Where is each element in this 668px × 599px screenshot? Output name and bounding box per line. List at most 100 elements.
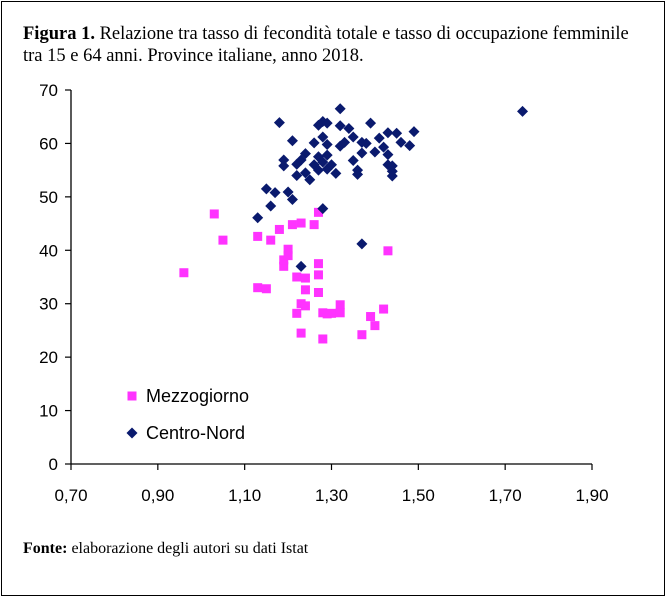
- data-point-mezzogiorno: [366, 312, 376, 322]
- y-tick-label: 0: [49, 455, 58, 474]
- x-tick-label: 0,90: [141, 486, 174, 505]
- data-point-centro-nord: [265, 200, 277, 212]
- data-point-mezzogiorno: [209, 209, 219, 219]
- data-point-centro-nord: [252, 212, 264, 224]
- legend-label: Centro-Nord: [146, 423, 245, 443]
- data-point-centro-nord: [269, 187, 281, 199]
- legend-label: Mezzogiorno: [146, 386, 249, 406]
- y-tick-label: 40: [39, 241, 58, 260]
- data-point-centro-nord: [352, 168, 364, 180]
- data-point-centro-nord: [365, 117, 377, 129]
- y-tick-label: 10: [39, 402, 58, 421]
- caption-text: Relazione tra tasso di fecondità totale …: [23, 24, 629, 66]
- data-point-centro-nord: [339, 136, 351, 148]
- data-point-centro-nord: [317, 156, 329, 168]
- data-point-centro-nord: [404, 140, 416, 152]
- data-point-mezzogiorno: [370, 321, 380, 331]
- data-point-centro-nord: [317, 131, 329, 143]
- data-point-mezzogiorno: [253, 231, 263, 241]
- figure-source: Fonte: elaborazione degli autori su dati…: [23, 540, 308, 558]
- data-point-mezzogiorno: [357, 330, 367, 340]
- data-point-centro-nord: [382, 149, 394, 161]
- data-point-mezzogiorno: [179, 268, 189, 278]
- data-point-centro-nord: [334, 120, 346, 132]
- data-point-mezzogiorno: [296, 328, 306, 338]
- data-point-centro-nord: [356, 238, 368, 250]
- data-point-mezzogiorno: [313, 287, 323, 297]
- chart-legend: Mezzogiorno Centro-Nord: [126, 386, 249, 443]
- data-point-mezzogiorno: [253, 283, 263, 293]
- data-point-centro-nord: [330, 167, 342, 179]
- data-point-mezzogiorno: [283, 251, 293, 261]
- data-point-centro-nord: [286, 194, 298, 206]
- data-point-centro-nord: [373, 132, 385, 144]
- y-tick-label: 70: [39, 81, 58, 100]
- data-point-centro-nord: [278, 154, 290, 166]
- data-point-mezzogiorno: [300, 273, 310, 283]
- data-point-mezzogiorno: [379, 304, 389, 314]
- x-tick-label: 0,70: [54, 486, 87, 505]
- y-tick-label: 50: [39, 188, 58, 207]
- x-tick-label: 1,50: [402, 486, 435, 505]
- data-point-centro-nord: [517, 105, 529, 117]
- legend-marker-centro-nord: [126, 427, 138, 439]
- data-point-centro-nord: [382, 127, 394, 139]
- figure-caption: Figura 1. Relazione tra tasso di fecondi…: [23, 23, 643, 67]
- data-point-centro-nord: [321, 117, 333, 129]
- data-point-centro-nord: [360, 137, 372, 149]
- data-point-mezzogiorno: [292, 308, 302, 318]
- data-point-centro-nord: [291, 169, 303, 181]
- data-point-centro-nord: [356, 147, 368, 159]
- data-point-mezzogiorno: [279, 261, 289, 271]
- data-point-centro-nord: [334, 103, 346, 115]
- data-point-mezzogiorno: [300, 301, 310, 311]
- data-point-centro-nord: [369, 146, 381, 158]
- data-point-centro-nord: [321, 149, 333, 161]
- data-point-mezzogiorno: [300, 285, 310, 295]
- data-point-centro-nord: [273, 117, 285, 129]
- data-point-centro-nord: [304, 174, 316, 186]
- data-point-centro-nord: [260, 183, 272, 195]
- data-point-centro-nord: [282, 186, 294, 198]
- data-point-centro-nord: [299, 167, 311, 179]
- y-tick-label: 20: [39, 348, 58, 367]
- data-point-centro-nord: [343, 122, 355, 134]
- y-tick-label: 60: [39, 134, 58, 153]
- source-label: Fonte:: [23, 540, 68, 557]
- data-point-centro-nord: [386, 170, 398, 182]
- data-point-mezzogiorno: [218, 235, 228, 245]
- chart-axes: 0 10 20 30 40 50 60 70 0,70 0,90 1,10 1,30 1,50 1,70 1…: [39, 81, 608, 505]
- source-text: elaborazione degli autori su dati Istat: [71, 540, 309, 557]
- data-point-centro-nord: [347, 155, 359, 167]
- data-point-mezzogiorno: [274, 224, 284, 234]
- data-point-centro-nord: [312, 164, 324, 176]
- data-point-mezzogiorno: [327, 308, 336, 318]
- data-point-mezzogiorno: [313, 259, 323, 269]
- data-point-centro-nord: [295, 260, 307, 272]
- data-point-mezzogiorno: [309, 220, 319, 230]
- data-point-centro-nord: [321, 138, 333, 150]
- x-tick-label: 1,10: [228, 486, 261, 505]
- data-point-centro-nord: [317, 203, 329, 215]
- data-point-centro-nord: [408, 126, 420, 138]
- data-point-centro-nord: [278, 160, 290, 172]
- data-point-mezzogiorno: [283, 244, 293, 254]
- data-point-centro-nord: [299, 148, 311, 160]
- data-point-mezzogiorno: [313, 270, 323, 280]
- data-point-centro-nord: [391, 127, 403, 139]
- data-point-mezzogiorno: [296, 218, 306, 228]
- data-point-mezzogiorno: [261, 284, 271, 294]
- data-point-mezzogiorno: [287, 220, 297, 230]
- data-point-centro-nord: [378, 141, 390, 153]
- chart-points: [179, 103, 529, 344]
- data-point-mezzogiorno: [335, 300, 345, 310]
- data-point-mezzogiorno: [318, 334, 328, 344]
- data-point-mezzogiorno: [313, 207, 323, 217]
- data-point-mezzogiorno: [383, 246, 393, 256]
- legend-marker-mezzogiorno: [127, 391, 137, 401]
- data-point-centro-nord: [347, 131, 359, 143]
- y-tick-label: 30: [39, 295, 58, 314]
- data-point-centro-nord: [308, 137, 320, 149]
